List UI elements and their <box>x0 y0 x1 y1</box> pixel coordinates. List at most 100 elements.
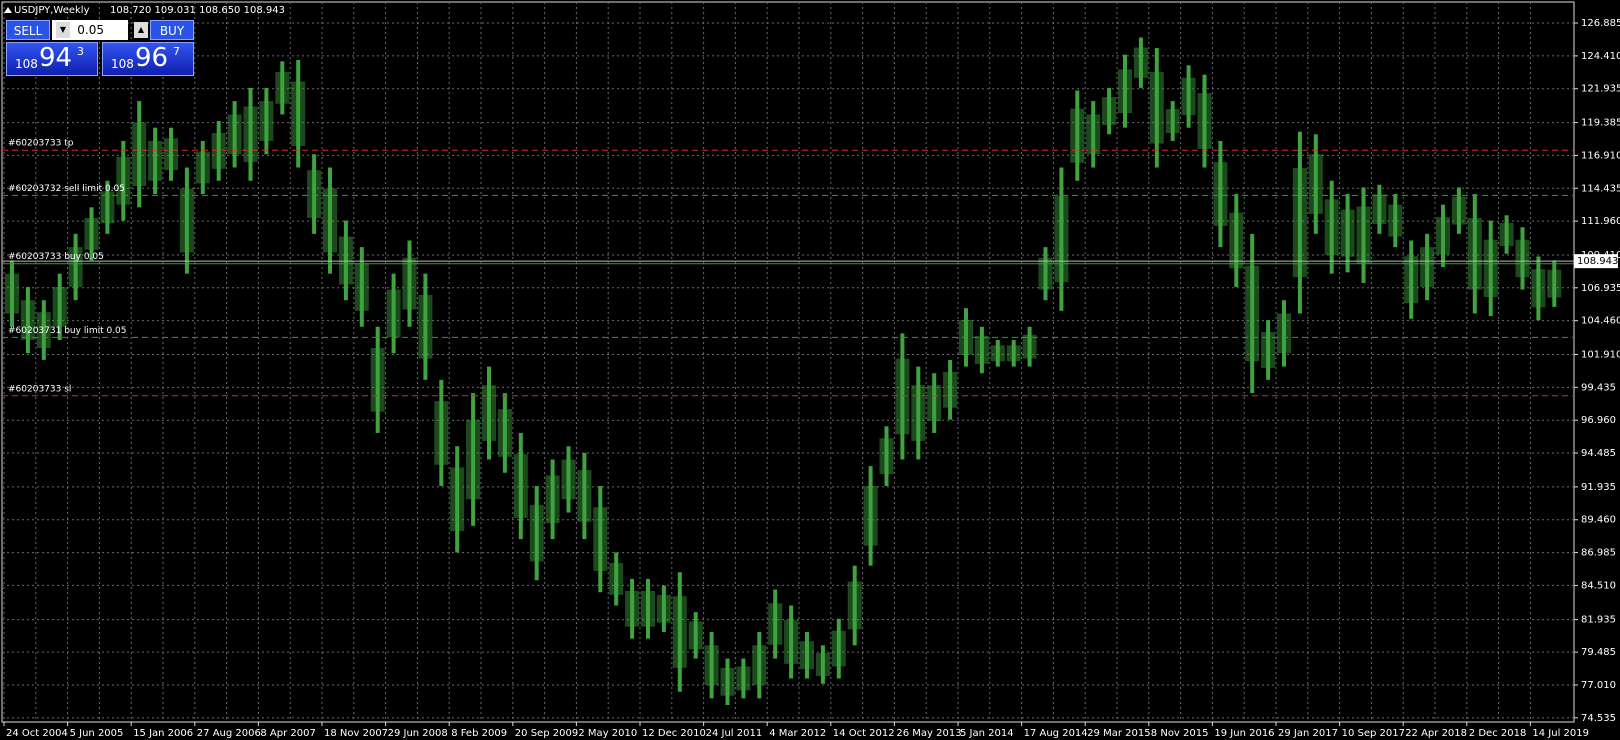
price-bar <box>1536 256 1541 321</box>
price-bar-fill <box>497 409 512 457</box>
price-bar-fill <box>815 652 830 677</box>
lot-down[interactable]: ▼ <box>56 22 70 38</box>
price-bar-fill <box>5 273 19 314</box>
x-tick-label: 5 Jun 2005 <box>70 728 124 739</box>
price-bar-fill <box>529 504 544 562</box>
x-tick-label: 12 Dec 2010 <box>642 728 706 739</box>
price-bar-fill <box>863 486 878 546</box>
price-bar-fill <box>1181 77 1196 116</box>
price-bar <box>1011 340 1016 367</box>
y-tick-label: 77.010 <box>1581 680 1616 691</box>
sell-button[interactable]: SELL <box>6 20 50 40</box>
y-tick-label: 94.485 <box>1581 448 1616 459</box>
price-bar-fill <box>450 467 465 532</box>
lot-input[interactable]: 0.05 <box>52 20 128 40</box>
price-bar <box>836 618 841 679</box>
price-bar <box>1472 194 1477 314</box>
price-bar-fill <box>609 563 624 595</box>
price-bar <box>57 273 62 341</box>
order-label: #60203733 tp <box>8 139 74 149</box>
price-bar <box>439 379 444 487</box>
x-tick-label: 29 Jan 2017 <box>1278 728 1338 739</box>
price-bar-fill <box>195 151 210 184</box>
price-bar <box>200 140 205 195</box>
price-bar-fill <box>593 507 608 571</box>
price-bar-fill <box>1213 162 1228 226</box>
bid-price[interactable]: 108 94 3 <box>6 42 98 76</box>
price-bar-fill <box>1038 257 1053 290</box>
price-bar-fill <box>641 590 655 627</box>
price-bar-fill <box>1308 154 1323 214</box>
buy-button[interactable]: BUY <box>150 20 194 40</box>
price-bar-fill <box>1102 97 1117 126</box>
price-bar <box>1456 187 1461 234</box>
y-tick-label: 84.510 <box>1581 580 1616 591</box>
price-bar <box>900 333 905 460</box>
x-tick-label: 24 Oct 2004 <box>6 728 68 739</box>
price-bar <box>312 154 317 234</box>
y-tick-label: 91.935 <box>1581 482 1616 493</box>
price-bar-fill <box>243 106 258 163</box>
price-bar <box>169 127 173 181</box>
price-bar-fill <box>1547 269 1562 298</box>
price-bar <box>550 459 555 540</box>
y-tick-label: 111.960 <box>1581 216 1620 227</box>
price-bar-fill <box>704 645 719 686</box>
price-bar-fill <box>1372 194 1387 225</box>
price-bar-fill <box>1229 212 1244 269</box>
price-bar <box>709 632 714 699</box>
price-bar-fill <box>323 188 337 253</box>
price-bar <box>979 326 984 374</box>
y-tick-label: 99.435 <box>1581 382 1616 393</box>
price-bar-fill <box>482 385 496 441</box>
price-bar <box>1123 54 1127 128</box>
price-bar <box>1234 194 1239 287</box>
price-bar <box>1266 320 1271 380</box>
y-tick-label: 116.910 <box>1581 150 1620 161</box>
bid-box <box>1574 254 1618 269</box>
price-bar-fill <box>974 336 989 364</box>
price-bar <box>137 101 142 208</box>
y-tick-label: 104.460 <box>1581 316 1620 327</box>
price-bar-fill <box>736 666 751 691</box>
order-label: #60203732 sell limit 0.05 <box>8 184 125 194</box>
price-bar-fill <box>1483 239 1498 298</box>
y-tick-label: 101.910 <box>1581 350 1620 361</box>
order-label: #60203733 buy 0.05 <box>8 252 104 262</box>
price-bar-fill <box>1277 313 1291 354</box>
price-bar-fill <box>879 438 894 475</box>
y-tick-label: 86.985 <box>1581 548 1616 559</box>
price-bar <box>1075 90 1080 181</box>
price-bar-fill <box>656 594 671 623</box>
price-bar <box>1313 134 1318 234</box>
price-bar-fill <box>1197 93 1212 149</box>
plot-frame <box>1 1 1575 723</box>
y-tick-label: 106.935 <box>1581 283 1620 294</box>
price-bar <box>1377 184 1382 234</box>
price-bar-fill <box>1165 109 1180 133</box>
price-bar-fill <box>927 385 942 421</box>
price-bar-fill <box>68 247 83 287</box>
y-tick-label: 96.960 <box>1581 415 1616 426</box>
price-bar-fill <box>688 621 703 650</box>
price-bar-fill <box>338 236 353 285</box>
chart-symbol: USDJPY,Weekly <box>14 5 90 16</box>
price-bar-fill <box>1261 332 1276 368</box>
y-tick-label: 119.385 <box>1581 118 1620 129</box>
x-tick-label: 2 May 2010 <box>578 728 637 739</box>
price-bar-fill <box>370 347 385 412</box>
price-bar <box>534 486 539 581</box>
x-tick-label: 18 Nov 2007 <box>324 728 388 739</box>
price-bar-fill <box>1022 334 1037 359</box>
price-bar <box>487 366 491 460</box>
price-bar <box>1186 65 1191 128</box>
lot-up[interactable]: ▲ <box>134 22 148 38</box>
price-bar <box>1504 215 1509 254</box>
price-bar <box>518 432 523 540</box>
price-bar-fill <box>768 603 783 645</box>
ask-price[interactable]: 108 96 7 <box>102 42 194 76</box>
price-bar <box>1441 204 1445 268</box>
collapse-icon[interactable] <box>4 7 12 13</box>
